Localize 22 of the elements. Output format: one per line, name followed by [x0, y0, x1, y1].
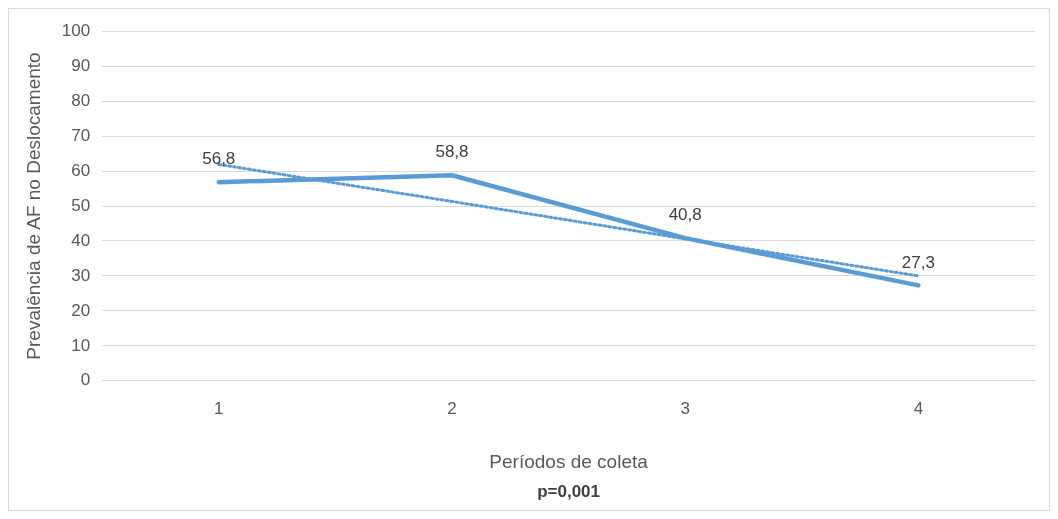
x-tick-label: 2	[447, 398, 457, 418]
x-axis-title: Períodos de coleta	[489, 450, 649, 472]
data-label: 56,8	[202, 149, 236, 169]
y-tick-label: 80	[71, 90, 91, 110]
y-tick-label: 70	[71, 125, 91, 145]
y-tick-label: 60	[71, 160, 91, 180]
x-tick-label: 4	[913, 398, 924, 418]
data-label: 27,3	[901, 252, 935, 272]
y-tick-label: 50	[71, 195, 91, 215]
data-label: 40,8	[668, 205, 702, 225]
y-tick-label: 10	[71, 335, 91, 355]
y-axis-title: Prevalência de AF no Deslocamento	[22, 52, 44, 360]
text: p=0,001	[537, 481, 601, 501]
y-tick-label: 20	[71, 300, 91, 320]
data-label: 58,8	[435, 142, 469, 162]
y-tick-label: 40	[71, 230, 91, 250]
y-tick-label: 100	[61, 20, 91, 40]
x-tick-label: 1	[214, 398, 224, 418]
y-tick-label: 30	[71, 265, 91, 285]
y-tick-label: 90	[71, 55, 91, 75]
x-tick-label: 3	[680, 398, 690, 418]
y-tick-label: 0	[80, 370, 91, 390]
